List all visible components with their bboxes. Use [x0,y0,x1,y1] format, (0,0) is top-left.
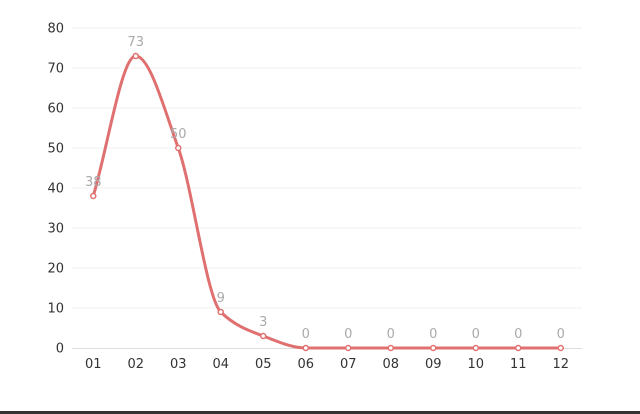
data-label: 0 [302,327,310,342]
x-tick-label: 01 [85,357,102,372]
y-tick-label: 60 [47,102,64,117]
y-tick-label: 50 [47,142,64,157]
y-tick-label: 10 [47,302,64,317]
data-label: 0 [472,327,480,342]
data-point [515,344,522,352]
y-tick-label: 30 [47,222,64,237]
y-tick-label: 70 [47,62,64,77]
x-tick-label: 06 [297,357,314,372]
data-label: 73 [127,35,144,50]
data-point [557,344,564,352]
y-tick-label: 20 [47,262,64,277]
series [90,52,564,352]
data-point [175,144,182,152]
data-label: 3 [259,315,267,330]
bottom-border [0,411,640,414]
data-labels: 38 73 50 9 3 0 0 0 0 0 0 0 [85,35,565,342]
x-tick-label: 03 [170,357,187,372]
data-label: 9 [217,291,225,306]
y-tick-label: 40 [47,182,64,197]
x-tick-label: 11 [510,357,527,372]
data-point [217,308,224,316]
data-label: 0 [557,327,565,342]
x-tick-label: 02 [127,357,144,372]
data-label: 0 [429,327,437,342]
data-point [302,344,309,352]
y-tick-label: 80 [47,22,64,37]
x-tick-label: 04 [212,357,229,372]
x-tick-label: 07 [340,357,357,372]
y-tick-label: 0 [56,342,64,357]
x-tick-label: 10 [467,357,484,372]
series-line [91,54,561,350]
data-point [430,344,437,352]
data-label: 0 [344,327,352,342]
x-tick-label: 08 [382,357,399,372]
data-point [90,192,97,200]
data-label: 38 [85,175,102,190]
data-point [260,332,267,340]
data-point [345,344,352,352]
data-label: 0 [387,327,395,342]
data-point [132,52,139,60]
x-tick-label: 09 [425,357,442,372]
data-label: 0 [514,327,522,342]
grid-lines [72,27,582,309]
x-tick-label: 12 [552,357,569,372]
y-axis: 0 10 20 30 40 50 60 70 80 [47,22,64,357]
data-point [387,344,394,352]
data-point [472,344,479,352]
x-axis: 01 02 03 04 05 06 07 08 09 10 11 12 [72,348,582,372]
x-tick-label: 05 [255,357,272,372]
data-label: 50 [170,127,187,142]
